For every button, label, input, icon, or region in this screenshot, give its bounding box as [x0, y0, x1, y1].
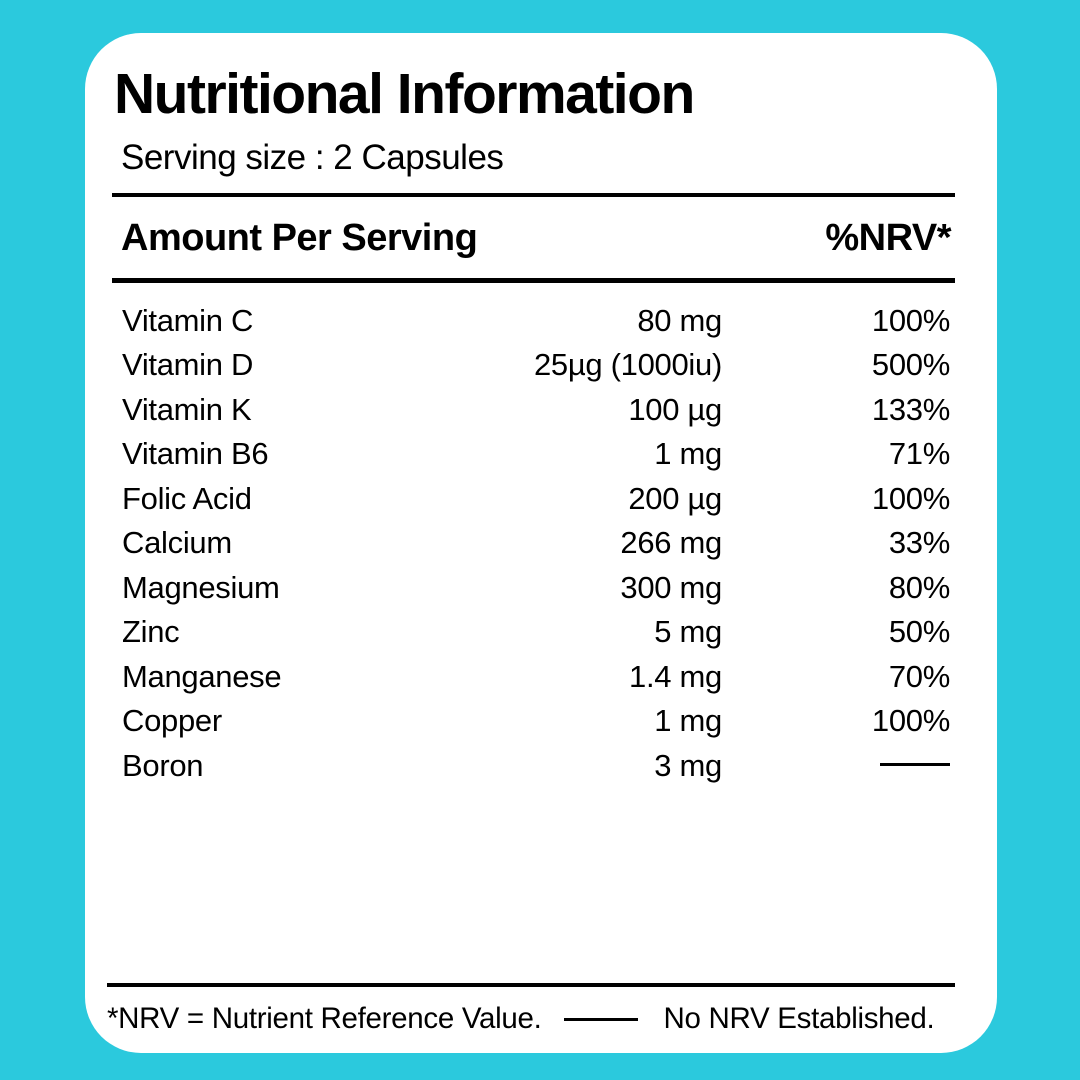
- nutrient-amount: 200 µg: [628, 480, 722, 516]
- dash-symbol: [563, 1017, 638, 1021]
- nutrient-amount: 3 mg: [654, 747, 722, 783]
- nutrient-nrv: 133%: [871, 391, 950, 427]
- divider-top: [112, 192, 955, 197]
- nutrient-nrv: 500%: [871, 347, 950, 383]
- nutrient-name: Copper: [122, 703, 222, 739]
- no-nrv-dash: [880, 763, 950, 767]
- nutrient-amount: 266 mg: [620, 525, 722, 561]
- nutrient-name: Vitamin C: [122, 302, 254, 338]
- label-content: Nutritional Information Serving size : 2…: [85, 33, 997, 788]
- nutrient-amount: 100 µg: [628, 391, 722, 427]
- nutrient-name: Vitamin D: [122, 347, 254, 383]
- nutrient-amount: 1 mg: [654, 436, 722, 472]
- nutrition-label-card: Nutritional Information Serving size : 2…: [85, 33, 997, 1053]
- nutrient-amount: 5 mg: [654, 614, 722, 650]
- nutrient-name: Vitamin B6: [122, 436, 269, 472]
- table-row: Boron 3 mg: [112, 744, 955, 789]
- nutrient-rows: Vitamin C 80 mg 100% Vitamin D 25µg (100…: [112, 299, 955, 789]
- nutrient-nrv: 71%: [888, 436, 950, 472]
- nutrient-name: Boron: [122, 747, 204, 783]
- amount-per-serving-header: Amount Per Serving: [121, 216, 478, 259]
- nutrient-nrv: 70%: [888, 658, 950, 694]
- table-row: Zinc 5 mg 50%: [112, 610, 955, 655]
- divider-bottom: [107, 983, 955, 987]
- table-row: Folic Acid 200 µg 100%: [112, 477, 955, 522]
- nutrient-amount: 25µg (1000iu): [533, 347, 722, 383]
- nutrient-nrv: 100%: [871, 480, 950, 516]
- table-row: Magnesium 300 mg 80%: [112, 566, 955, 611]
- table-row: Vitamin B6 1 mg 71%: [112, 432, 955, 477]
- footnote: *NRV = Nutrient Reference Value. No NRV …: [107, 1002, 955, 1036]
- table-row: Copper 1 mg 100%: [112, 699, 955, 744]
- nutrient-amount: 1 mg: [654, 703, 722, 739]
- page-title: Nutritional Information: [114, 62, 695, 126]
- table-row: Vitamin C 80 mg 100%: [112, 299, 955, 344]
- nutrient-amount: 300 mg: [620, 569, 722, 605]
- nutrient-name: Zinc: [122, 614, 180, 650]
- table-row: Vitamin D 25µg (1000iu) 500%: [112, 343, 955, 388]
- table-row: Vitamin K 100 µg 133%: [112, 388, 955, 433]
- nutrient-amount: 1.4 mg: [629, 658, 722, 694]
- serving-size-text: Serving size : 2 Capsules: [121, 137, 504, 177]
- nutrient-nrv: 50%: [888, 614, 950, 650]
- nrv-header: %NRV*: [825, 216, 951, 259]
- nutrient-name: Folic Acid: [122, 480, 252, 516]
- nutrient-amount: 80 mg: [637, 302, 722, 338]
- nutrient-name: Manganese: [122, 658, 282, 694]
- nutrient-nrv: 100%: [871, 302, 950, 338]
- nutrient-name: Calcium: [122, 525, 232, 561]
- table-header-row: Amount Per Serving %NRV*: [112, 197, 955, 278]
- nutrient-nrv: 100%: [871, 703, 950, 739]
- footnote-nrv-definition: *NRV = Nutrient Reference Value.: [107, 1002, 542, 1035]
- nutrient-name: Magnesium: [122, 569, 280, 605]
- table-row: Manganese 1.4 mg 70%: [112, 655, 955, 700]
- nutrient-nrv: 80%: [888, 569, 950, 605]
- nutrient-name: Vitamin K: [122, 391, 252, 427]
- footnote-no-nrv: No NRV Established.: [663, 1002, 935, 1035]
- table-row: Calcium 266 mg 33%: [112, 521, 955, 566]
- divider-header: [112, 277, 955, 283]
- nutrient-nrv: 33%: [888, 525, 950, 561]
- nutrient-nrv: [722, 748, 955, 784]
